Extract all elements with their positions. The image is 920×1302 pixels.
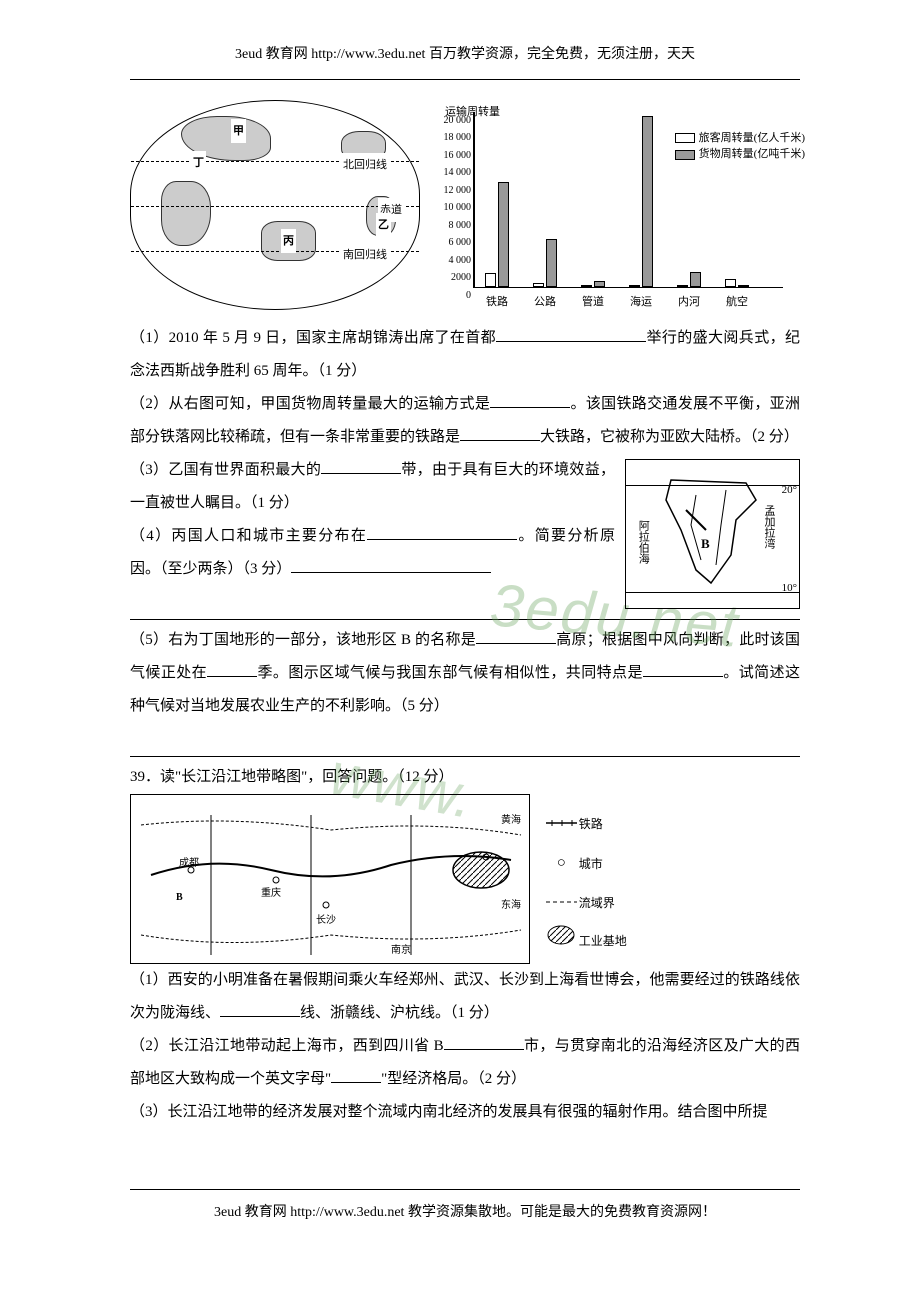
legend-city: 城市: [579, 849, 603, 879]
header-text: 3eud 教育网 http://www.3edu.net 百万教学资源，完全免费…: [130, 40, 800, 71]
map-label-jia: 甲: [231, 119, 246, 143]
header-rule: [130, 79, 800, 80]
peninsula-map: 20° 10° 阿拉伯海 孟加拉湾 B: [625, 459, 800, 609]
page-footer: 3eud 教育网 http://www.3edu.net 教学资源集散地。可能是…: [130, 1189, 800, 1229]
footer-text: 3eud 教育网 http://www.3edu.net 教学资源集散地。可能是…: [130, 1198, 800, 1229]
yangtze-river-map: 黄海 东海 重庆 长沙 成都 南京 B: [130, 794, 530, 964]
city-B-label: B: [176, 887, 183, 909]
question-5: （5）右为丁国地形的一部分，该地形区 B 的名称是高原；根据图中风向判断，此时该…: [130, 624, 800, 723]
map-label-bing: 丙: [281, 229, 296, 253]
yellow-sea-label: 黄海: [501, 810, 521, 832]
map-label-ding: 丁: [191, 151, 206, 175]
map-label-south-tropic: 南回归线: [341, 243, 389, 267]
question-1: （1）2010 年 5 月 9 日，国家主席胡锦涛出席了在首都举行的盛大阅兵式，…: [130, 322, 800, 388]
changsha-label: 长沙: [316, 910, 336, 932]
page-header: 3eud 教育网 http://www.3edu.net 百万教学资源，完全免费…: [130, 40, 800, 80]
question-2: （2）从右图可知，甲国货物周转量最大的运输方式是。该国铁路交通发展不平衡，亚洲部…: [130, 388, 800, 454]
east-sea-label: 东海: [501, 895, 521, 917]
bengal-bay: 孟加拉湾: [757, 505, 781, 549]
transport-chart: 运输周转量 20 00018 00016 00014 00012 00010 0…: [435, 100, 795, 310]
lat-20: 20°: [782, 478, 797, 502]
nanjing-label: 南京: [391, 940, 411, 962]
river-map-row: 黄海 东海 重庆 长沙 成都 南京 B 铁路 ○城市 流域界 工业基地: [130, 794, 800, 964]
map-label-north-tropic: 北回归线: [341, 153, 389, 177]
legend2-text: 货物周转量(亿吨千米): [699, 148, 805, 160]
legend-base: 工业基地: [579, 926, 627, 956]
question-39-2: （2）长江沿江地带动起上海市，西到四川省 B市，与贯穿南北的沿海经济区及广大的西…: [130, 1030, 800, 1096]
chongqing-label: 重庆: [261, 883, 281, 905]
world-map-figure: 甲 北回归线 赤道 南回归线 丙 乙 丁: [130, 100, 420, 310]
lat-10: 10°: [782, 576, 797, 600]
figure-row-1: 甲 北回归线 赤道 南回归线 丙 乙 丁 运输周转量 20 00018 0001…: [130, 100, 800, 310]
question-39: 39．读"长江沿江地带略图"，回答问题。（12 分）: [130, 761, 800, 794]
legend-basin: 流域界: [579, 888, 615, 918]
map-label-yi: 乙: [376, 213, 391, 237]
question-39-3: （3）长江沿江地带的经济发展对整个流域内南北经济的发展具有很强的辐射作用。结合图…: [130, 1096, 800, 1129]
answer-line-2: [130, 727, 800, 757]
question-39-1: （1）西安的小明准备在暑假期间乘火车经郑州、武汉、长沙到上海看世博会，他需要经过…: [130, 964, 800, 1030]
legend-rail: 铁路: [579, 809, 603, 839]
river-legend: 铁路 ○城市 流域界 工业基地: [544, 794, 684, 964]
chengdu-label: 成都: [179, 853, 199, 875]
region-B: B: [701, 530, 710, 559]
arabian-sea: 阿拉伯海: [631, 520, 655, 564]
legend1-text: 旅客周转量(亿人千米): [699, 132, 805, 144]
chart-legend: 旅客周转量(亿人千米) 货物周转量(亿吨千米): [675, 130, 805, 163]
